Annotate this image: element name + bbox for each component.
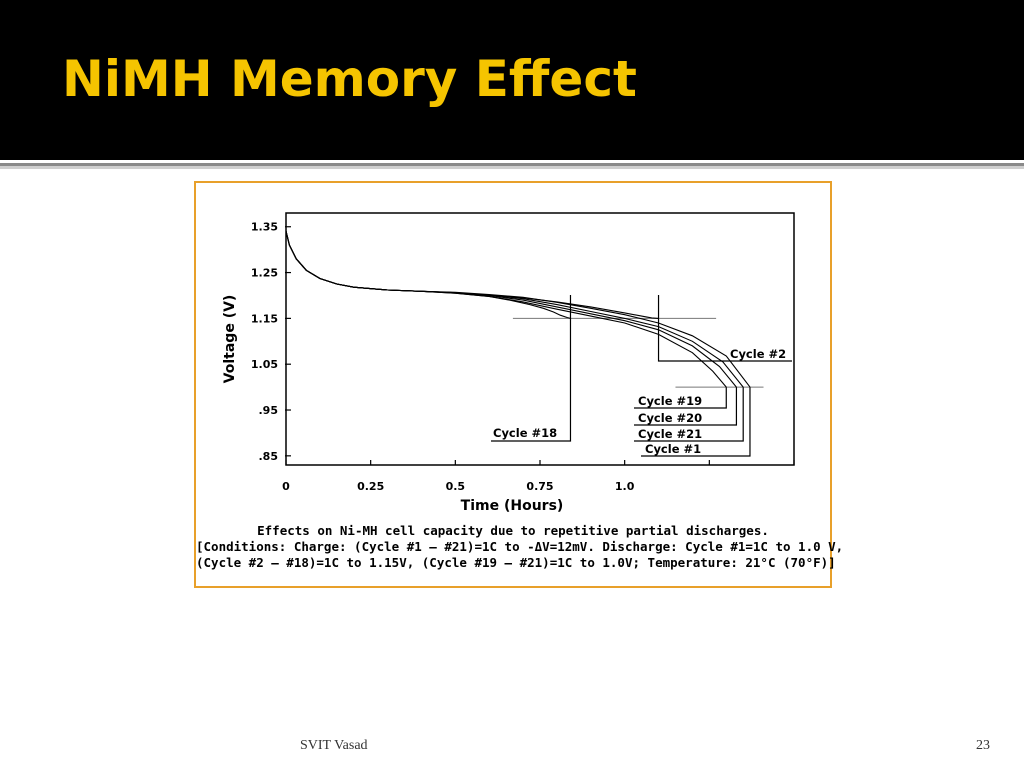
slide-header: NiMH Memory Effect xyxy=(0,0,1024,160)
x-tick-label: 0 xyxy=(282,480,290,493)
callout-leader xyxy=(641,387,751,457)
y-tick-label: 1.25 xyxy=(251,267,278,280)
callout-leader xyxy=(634,387,744,442)
caption-line-2: [Conditions: Charge: (Cycle #1 – #21)=1C… xyxy=(196,539,844,554)
page-number: 23 xyxy=(976,738,990,753)
y-tick-label: .85 xyxy=(259,450,279,463)
callout-leader xyxy=(634,387,738,426)
y-tick-label: 1.15 xyxy=(251,312,278,325)
chart-figure: 1.35 1.25 1.15 1.05 .95 .85 0 0.25 0.5 0.75 1.0 Tim… xyxy=(194,181,844,588)
callout-leader xyxy=(634,387,727,409)
callout-label-cycle-18: Cycle #18 xyxy=(493,426,557,440)
x-axis-label: Time (Hours) xyxy=(461,498,564,514)
y-tick-label: 1.35 xyxy=(251,221,278,234)
chart-caption: Effects on Ni-MH cell capacity due to re… xyxy=(196,523,844,571)
header-divider xyxy=(0,163,1024,166)
callout-label-cycle: Cycle #20 xyxy=(638,411,702,425)
callout-leader xyxy=(491,295,572,442)
footer-institute: SVIT Vasad xyxy=(300,738,368,753)
series-line xyxy=(285,231,737,388)
series-line xyxy=(285,231,744,388)
callout-label-cycle-2: Cycle #2 xyxy=(730,347,786,361)
x-tick-label: 1.0 xyxy=(615,480,635,493)
series-line xyxy=(285,231,659,319)
y-tick-label: 1.05 xyxy=(251,358,278,371)
x-tick-label: 0.25 xyxy=(357,480,384,493)
caption-line-1: Effects on Ni-MH cell capacity due to re… xyxy=(257,523,769,538)
x-tick-label: 0.5 xyxy=(446,480,466,493)
callout-label-cycle: Cycle #19 xyxy=(638,394,702,408)
caption-line-3: (Cycle #2 – #18)=1C to 1.15V, (Cycle #19… xyxy=(196,555,836,570)
x-tick-label: 0.75 xyxy=(526,480,553,493)
series-line xyxy=(285,231,751,388)
callout-label-cycle: Cycle #21 xyxy=(638,427,702,441)
header-divider-shadow xyxy=(0,166,1024,169)
series-line xyxy=(285,231,571,319)
callout-label-cycle: Cycle #1 xyxy=(645,442,701,456)
y-tick-label: .95 xyxy=(259,404,279,417)
callout-leader xyxy=(657,295,792,362)
slide-title: NiMH Memory Effect xyxy=(62,50,637,108)
y-axis-label: Voltage (V) xyxy=(222,295,238,384)
series-line xyxy=(285,231,727,388)
discharge-chart: 1.35 1.25 1.15 1.05 .95 .85 0 0.25 0.5 0.75 1.0 Tim… xyxy=(222,212,795,514)
